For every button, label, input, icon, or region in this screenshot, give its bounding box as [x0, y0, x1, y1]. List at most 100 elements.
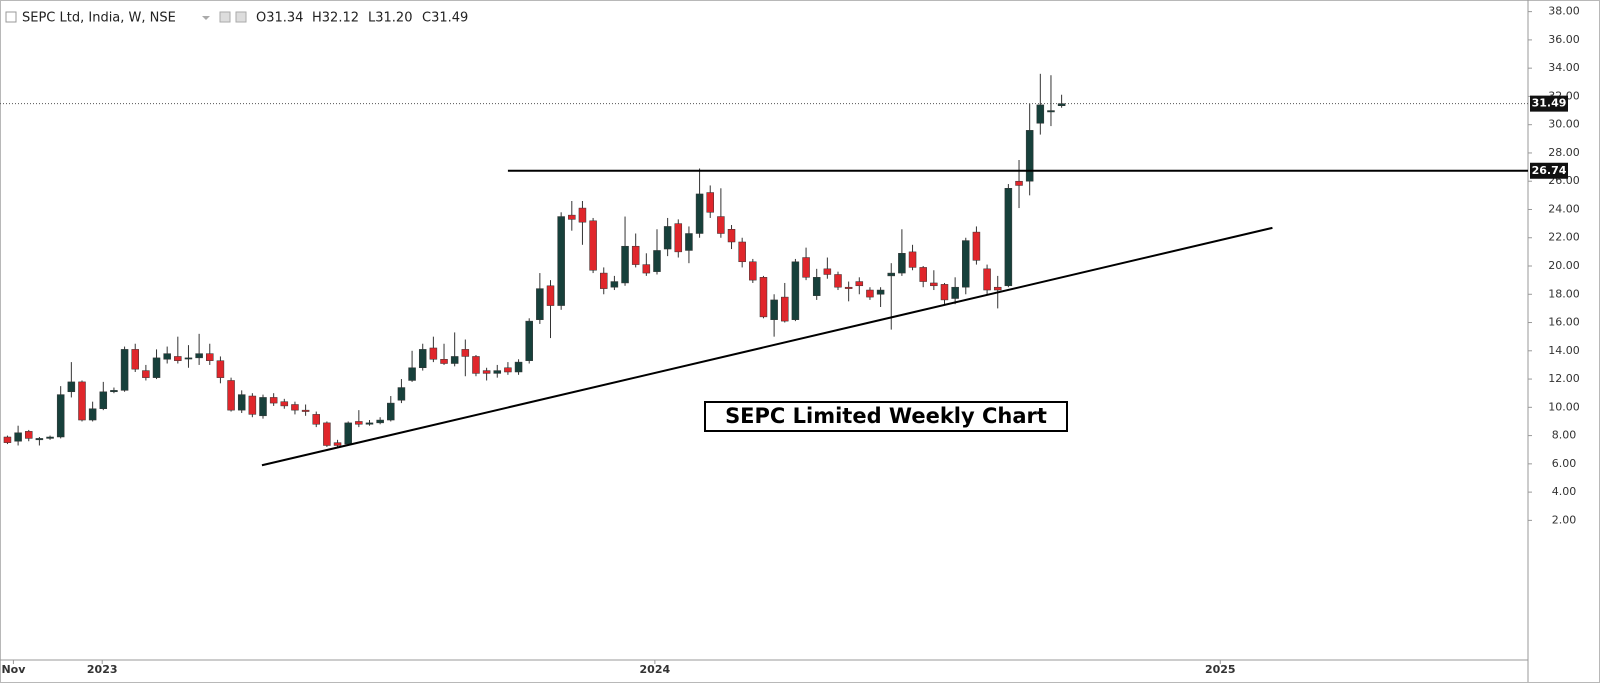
candle-body — [759, 277, 768, 318]
price-label-box — [1530, 95, 1568, 112]
y-tick-label: 34.00 — [1548, 61, 1580, 74]
candle-body — [940, 284, 949, 301]
candle-body — [387, 402, 395, 421]
candle-body — [525, 320, 533, 361]
resistance-label: 26.74 — [1532, 164, 1567, 177]
candle-body — [482, 370, 491, 374]
candle-body — [248, 395, 257, 415]
candle-body — [674, 223, 683, 253]
candle-body — [280, 401, 289, 407]
candle-body — [418, 349, 427, 369]
candle-body — [46, 436, 54, 439]
candle-body — [685, 233, 693, 251]
candle-body — [781, 296, 789, 322]
candle-body — [120, 349, 129, 391]
candle-body — [1036, 104, 1045, 124]
y-tick-label: 12.00 — [1548, 372, 1580, 385]
candle-body — [536, 288, 544, 320]
legend-value: L31.20 — [368, 11, 412, 26]
candle-body — [206, 353, 214, 361]
candle-body — [642, 264, 651, 274]
candle-body — [152, 357, 161, 378]
candle-body — [365, 422, 374, 425]
candle-body — [1004, 188, 1013, 287]
settings-icon[interactable] — [219, 11, 231, 23]
candle-body — [301, 409, 310, 412]
candle-body — [738, 241, 746, 263]
candle-body — [408, 367, 416, 381]
candle-body — [67, 381, 76, 393]
candle-body — [216, 360, 225, 378]
candle-body — [930, 282, 938, 287]
y-tick-label: 36.00 — [1548, 33, 1580, 46]
candle-body — [504, 367, 512, 373]
legend-value: C31.49 — [422, 11, 468, 26]
candle-body — [770, 299, 778, 320]
candle-body — [844, 286, 853, 289]
y-tick-label: 20.00 — [1548, 259, 1580, 272]
candle-body — [227, 380, 235, 411]
candle-body — [727, 229, 736, 243]
y-tick-label: 14.00 — [1548, 344, 1580, 357]
y-tick-label: 28.00 — [1548, 146, 1580, 159]
candle-body — [951, 286, 959, 299]
candle-body — [461, 349, 470, 357]
resistance-label-box — [1530, 162, 1568, 179]
candle-body — [855, 281, 864, 287]
candle-body — [440, 359, 448, 364]
y-tick-label: 16.00 — [1548, 316, 1580, 329]
candle-body — [376, 419, 384, 424]
candle-body — [1057, 103, 1066, 106]
annotation-box — [704, 401, 1068, 432]
y-tick-label: 10.00 — [1548, 400, 1580, 413]
candle-body — [749, 261, 757, 281]
candle-body — [269, 397, 278, 404]
candle-body — [291, 404, 299, 411]
candle-body — [429, 347, 438, 360]
candle-body — [174, 356, 182, 361]
candle-body — [344, 422, 352, 445]
candle-body — [142, 370, 150, 378]
candle-body — [493, 370, 502, 374]
candle-body — [876, 289, 885, 295]
candle-body — [514, 361, 523, 373]
settings-icon[interactable] — [235, 11, 247, 23]
candle-body — [323, 422, 331, 446]
candle-body — [791, 261, 800, 320]
candle-body — [578, 207, 587, 223]
candle-body — [312, 414, 320, 425]
candle-body — [56, 394, 65, 438]
candle-body — [695, 193, 704, 234]
candle-body — [195, 353, 203, 359]
y-tick-label: 22.00 — [1548, 231, 1580, 244]
candle-body — [99, 391, 108, 409]
candle-body — [631, 245, 640, 265]
candle-body — [333, 442, 342, 446]
annotation: SEPC Limited Weekly Chart — [725, 404, 1047, 428]
candle-body — [599, 272, 608, 289]
candle-body — [88, 408, 97, 421]
candle-body — [110, 390, 118, 393]
y-tick-label: 38.00 — [1548, 5, 1580, 18]
candle-body — [35, 438, 44, 441]
trendline — [261, 226, 1273, 467]
candle-body — [610, 281, 619, 288]
candle-body — [1025, 130, 1034, 182]
y-tick-label: 24.00 — [1548, 202, 1580, 215]
candle-body — [802, 257, 810, 278]
y-tick-label: 4.00 — [1552, 485, 1577, 498]
candle-body — [983, 268, 991, 291]
y-tick-label: 6.00 — [1552, 457, 1577, 470]
candle-body — [962, 240, 970, 288]
y-tick-label: 18.00 — [1548, 287, 1580, 300]
candle-body — [621, 245, 629, 284]
candle-body — [450, 356, 459, 364]
x-tick-label: Nov — [1, 663, 26, 676]
legend-value: O31.34 — [256, 11, 303, 26]
dropdown-arrow[interactable] — [202, 16, 210, 20]
menu-icon[interactable] — [5, 11, 17, 23]
y-tick-label: 2.00 — [1552, 513, 1577, 526]
x-tick-label: 2023 — [87, 663, 118, 676]
